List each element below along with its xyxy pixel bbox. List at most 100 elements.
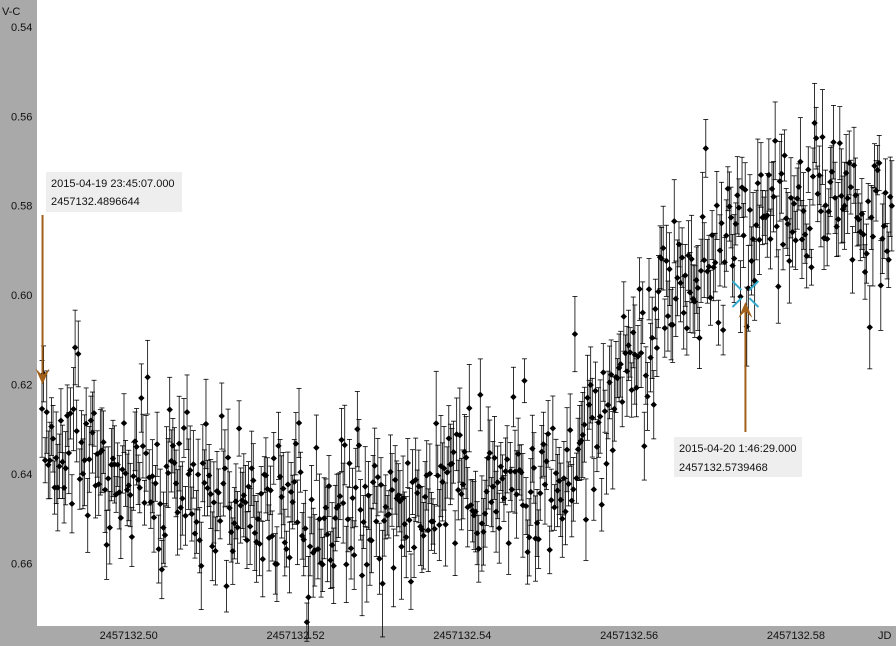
- data-point[interactable]: [696, 334, 703, 342]
- data-point[interactable]: [699, 213, 706, 221]
- data-point[interactable]: [169, 442, 177, 449]
- data-point[interactable]: [391, 476, 399, 484]
- data-point[interactable]: [628, 386, 635, 394]
- data-point[interactable]: [751, 277, 758, 284]
- data-point[interactable]: [674, 274, 681, 282]
- data-point[interactable]: [753, 221, 760, 229]
- data-point[interactable]: [622, 349, 629, 357]
- data-point[interactable]: [666, 265, 673, 273]
- data-point[interactable]: [809, 173, 817, 180]
- data-point[interactable]: [54, 484, 61, 491]
- data-point[interactable]: [56, 463, 63, 470]
- data-point[interactable]: [510, 393, 517, 401]
- data-point[interactable]: [314, 545, 322, 553]
- data-point[interactable]: [644, 393, 651, 400]
- data-point[interactable]: [559, 515, 566, 522]
- data-point[interactable]: [570, 486, 577, 493]
- data-point[interactable]: [727, 214, 735, 221]
- data-point[interactable]: [571, 330, 579, 338]
- data-point[interactable]: [578, 437, 585, 444]
- data-point[interactable]: [270, 455, 277, 462]
- data-point[interactable]: [636, 285, 643, 293]
- data-point[interactable]: [718, 219, 725, 227]
- data-point[interactable]: [388, 486, 396, 494]
- data-point[interactable]: [593, 443, 601, 451]
- data-point[interactable]: [749, 235, 757, 243]
- data-point[interactable]: [228, 528, 235, 536]
- data-point[interactable]: [688, 255, 695, 263]
- data-point[interactable]: [874, 166, 881, 174]
- data-point[interactable]: [634, 353, 642, 360]
- data-point[interactable]: [500, 495, 508, 502]
- data-point[interactable]: [404, 459, 411, 467]
- data-point[interactable]: [871, 162, 878, 170]
- data-point[interactable]: [73, 427, 80, 435]
- data-point[interactable]: [537, 490, 544, 497]
- data-point[interactable]: [179, 495, 186, 502]
- data-point[interactable]: [776, 178, 784, 185]
- data-point[interactable]: [730, 255, 738, 262]
- data-point[interactable]: [461, 448, 468, 455]
- data-point[interactable]: [819, 133, 826, 141]
- data-point[interactable]: [131, 438, 139, 445]
- data-point[interactable]: [844, 195, 851, 202]
- data-point[interactable]: [267, 487, 274, 494]
- data-point[interactable]: [346, 460, 353, 467]
- data-point[interactable]: [691, 298, 698, 305]
- data-point[interactable]: [595, 419, 602, 426]
- data-point[interactable]: [694, 284, 702, 292]
- data-point[interactable]: [191, 530, 199, 537]
- data-point[interactable]: [119, 466, 126, 473]
- data-point[interactable]: [387, 468, 394, 476]
- data-point[interactable]: [152, 480, 159, 487]
- data-point[interactable]: [789, 228, 796, 236]
- data-point[interactable]: [327, 556, 334, 564]
- data-point[interactable]: [164, 469, 172, 477]
- data-point[interactable]: [440, 465, 448, 472]
- data-point[interactable]: [485, 454, 492, 462]
- data-point[interactable]: [114, 461, 121, 468]
- data-point[interactable]: [231, 520, 238, 527]
- data-point[interactable]: [369, 479, 377, 486]
- data-point[interactable]: [778, 170, 785, 177]
- data-point[interactable]: [617, 361, 624, 368]
- data-point[interactable]: [477, 391, 484, 399]
- data-point[interactable]: [355, 442, 363, 449]
- data-point[interactable]: [339, 499, 347, 507]
- data-point[interactable]: [607, 371, 615, 378]
- data-point[interactable]: [459, 481, 467, 488]
- data-point[interactable]: [505, 539, 512, 547]
- data-point[interactable]: [507, 468, 514, 475]
- data-point[interactable]: [469, 507, 476, 514]
- data-point[interactable]: [418, 526, 426, 533]
- data-point[interactable]: [587, 381, 594, 389]
- data-point[interactable]: [284, 481, 292, 488]
- data-point[interactable]: [563, 446, 571, 453]
- data-point[interactable]: [75, 350, 82, 358]
- data-point[interactable]: [880, 222, 888, 230]
- data-point[interactable]: [887, 193, 894, 201]
- data-point[interactable]: [403, 533, 410, 541]
- data-point[interactable]: [781, 152, 788, 159]
- data-point[interactable]: [828, 168, 836, 175]
- data-point[interactable]: [868, 214, 875, 221]
- data-point[interactable]: [352, 484, 359, 491]
- data-point[interactable]: [672, 295, 680, 302]
- data-point[interactable]: [212, 547, 219, 555]
- data-point[interactable]: [450, 448, 457, 456]
- data-point[interactable]: [794, 195, 801, 202]
- data-point[interactable]: [65, 449, 73, 457]
- data-point[interactable]: [814, 190, 821, 198]
- data-point[interactable]: [180, 424, 188, 432]
- data-point[interactable]: [90, 410, 98, 417]
- data-point[interactable]: [708, 231, 716, 239]
- data-point[interactable]: [746, 206, 754, 214]
- data-point[interactable]: [585, 401, 593, 408]
- data-point[interactable]: [218, 412, 225, 420]
- data-point[interactable]: [380, 517, 388, 525]
- data-point[interactable]: [852, 192, 859, 199]
- data-point[interactable]: [432, 420, 440, 427]
- data-point[interactable]: [625, 342, 632, 349]
- data-point[interactable]: [822, 202, 829, 209]
- data-point[interactable]: [86, 456, 93, 463]
